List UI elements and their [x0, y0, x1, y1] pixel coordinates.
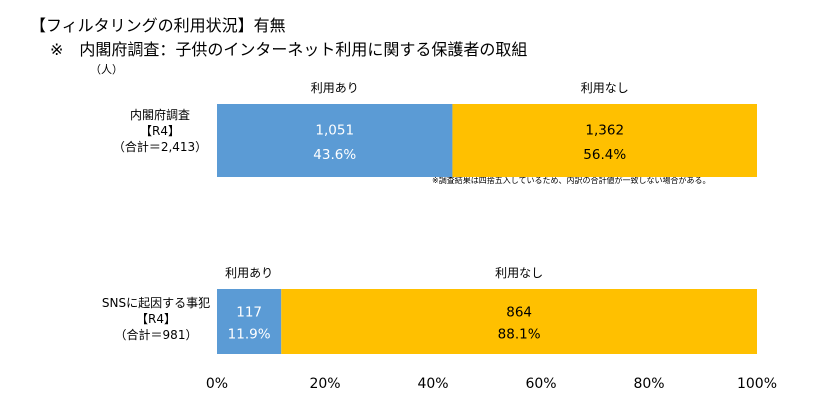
chart-subtitle: ※ 内閣府調査：子供のインターネット利用に関する保護者の取組	[50, 40, 528, 59]
count-label: 117	[236, 304, 262, 320]
bar-segment-used	[217, 289, 282, 354]
percent-label: 11.9%	[228, 327, 271, 343]
row-label-line1: SNSに起因する事犯	[101, 296, 211, 310]
x-tick-label: 0%	[206, 376, 228, 392]
series-label: 利用なし	[495, 266, 543, 280]
count-label: 1,051	[315, 122, 354, 138]
x-tick-label: 80%	[633, 376, 664, 392]
bar-segment-not-used	[452, 104, 757, 177]
percent-label: 43.6%	[313, 147, 356, 163]
x-tick-label: 40%	[417, 376, 448, 392]
row-label-line2: 【R4】	[136, 312, 176, 326]
bar-segment-not-used	[281, 289, 757, 354]
chart-title: 【フィルタリングの利用状況】有無	[30, 16, 286, 35]
row-label-line3: （合計＝981）	[114, 328, 198, 342]
x-tick-label: 60%	[525, 376, 556, 392]
unit-label: （人）	[90, 63, 123, 76]
count-label: 1,362	[585, 122, 624, 138]
x-tick-label: 20%	[309, 376, 340, 392]
series-label: 利用あり	[311, 81, 359, 95]
row-label-line2: 【R4】	[140, 124, 180, 138]
series-label: 利用なし	[581, 81, 629, 95]
row-label-line1: 内閣府調査	[129, 108, 190, 122]
count-label: 864	[506, 304, 532, 320]
bar-segment-used	[217, 104, 453, 177]
percent-label: 56.4%	[583, 147, 626, 163]
row-label-line3: （合計＝2,413）	[112, 140, 208, 154]
row-label-sns-crime: SNSに起因する事犯 【R4】 （合計＝981）	[92, 295, 220, 343]
x-tick-label: 100%	[737, 376, 777, 392]
rounding-note: ※調査結果は四捨五入しているため、内訳の合計値が一致しない場合がある。	[432, 176, 711, 185]
series-label: 利用あり	[225, 266, 273, 280]
row-label-cabinet-office: 内閣府調査 【R4】 （合計＝2,413）	[100, 107, 220, 155]
percent-label: 88.1%	[498, 327, 541, 343]
